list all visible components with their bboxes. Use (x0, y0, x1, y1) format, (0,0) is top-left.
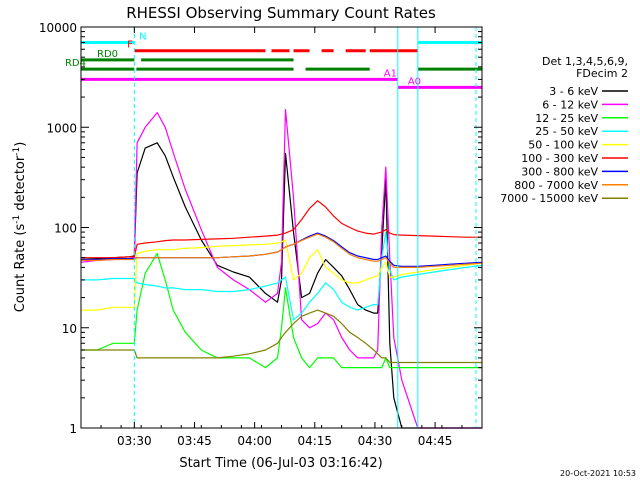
flag-layer: NF RD0 RD4 A1 A0 (65, 32, 482, 89)
chart-title: RHESSI Observing Summary Count Rates (126, 4, 436, 22)
x-axis-label: Start Time (06-Jul-03 03:16:42) (179, 456, 382, 471)
series-line-3-6-kev (80, 142, 482, 429)
legend-label-100-300-kev: 100 - 300 keV (521, 152, 598, 165)
series-line-6-12-kev (80, 108, 482, 429)
flag-label-f: F (127, 40, 133, 51)
generated-timestamp: 20-Oct-2021 10:53 (560, 469, 636, 478)
y-tick-label-2: 100 (54, 222, 77, 236)
series-line-100-300-kev (81, 200, 482, 259)
flag-label-a1: A1 (384, 68, 397, 79)
flag-label-n: N (139, 32, 146, 43)
series-line-800-7000-kev (81, 233, 483, 268)
y-axis-label: Count Rate (s-1 detector-1) (12, 142, 28, 313)
flag-label-a0: A0 (408, 76, 421, 87)
y-axis-label-exp1: -1 (12, 215, 22, 224)
x-tick-label-1: 03:45 (177, 434, 212, 448)
y-axis-label-tail: ) (13, 142, 28, 147)
y-tick-label-4: 10000 (39, 21, 77, 35)
series-layer (80, 108, 483, 429)
x-tick-label-4: 04:30 (358, 434, 393, 448)
series-line-50-100-kev (81, 239, 483, 311)
legend-label-50-100-kev: 50 - 100 keV (528, 139, 598, 152)
y-tick-label-0: 1 (69, 422, 77, 436)
legend-header-line-2: FDecim 2 (576, 67, 628, 80)
series-line-7000-15000-kev (81, 309, 482, 364)
series-line-25-50-kev (81, 231, 483, 321)
legend-label-6-12-kev: 6 - 12 keV (542, 98, 598, 111)
y-tick-label-3: 1000 (46, 121, 77, 135)
legend-label-3-6-kev: 3 - 6 keV (549, 85, 598, 98)
legend-label-12-25-kev: 12 - 25 keV (535, 112, 598, 125)
legend-label-7000-15000-kev: 7000 - 15000 keV (500, 192, 598, 205)
y-axis-label-exp2: -1 (12, 147, 22, 156)
series-line-12-25-kev (81, 252, 482, 369)
y-axis-label-head: Count Rate (s (13, 224, 28, 313)
flag-label-rd4: RD4 (65, 58, 86, 69)
legend-label-800-7000-kev: 800 - 7000 keV (514, 179, 598, 192)
x-tick-label-3: 04:15 (297, 434, 332, 448)
vline-layer (133, 27, 477, 428)
x-tick-label-2: 04:00 (237, 434, 272, 448)
y-axis-label-mid: detector (13, 155, 28, 215)
y-tick-label-1: 10 (62, 322, 77, 336)
axis-layer: 03:30 03:45 04:00 04:15 04:30 04:45 1 10 100 1000… (39, 21, 483, 448)
x-tick-label-5: 04:45 (418, 434, 453, 448)
x-tick-label-0: 03:30 (117, 434, 152, 448)
legend-header-line-1: Det 1,3,4,5,6,9, (542, 55, 628, 68)
flag-label-rd0: RD0 (97, 49, 118, 60)
legend-label-25-50-kev: 25 - 50 keV (535, 125, 598, 138)
legend-label-300-800-kev: 300 - 800 keV (521, 165, 598, 178)
